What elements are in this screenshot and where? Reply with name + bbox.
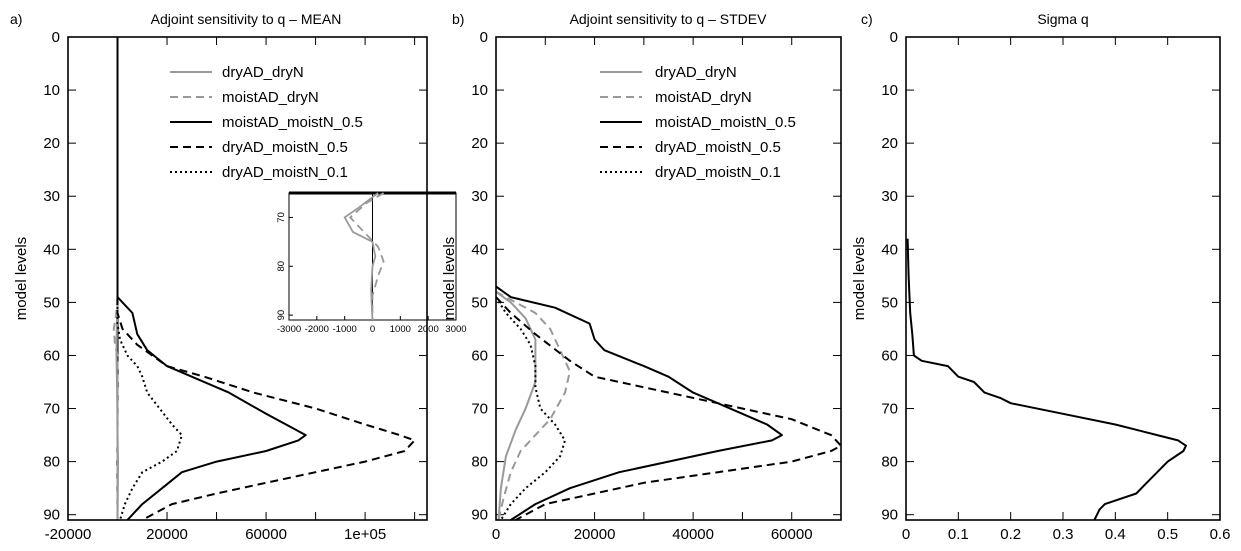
- legend-label: dryAD_dryN: [222, 64, 304, 81]
- inset-plot: -3000 -2000 -1000 0 1000 2000 3000 70 80 90: [276, 191, 467, 335]
- x-tick-label: 0: [902, 526, 910, 543]
- legend-label: dryAD_moistN_0.5: [222, 139, 348, 156]
- inset-x-tick-label: 3000: [445, 324, 466, 335]
- legend-label: dryAD_dryN: [655, 64, 737, 81]
- y-tick-label: 90: [881, 507, 898, 524]
- series-line-sigma-q: [906, 238, 1187, 521]
- series-line-moistAD_moistN_0.5: [495, 285, 783, 521]
- y-tick-label: 90: [471, 507, 488, 524]
- series-group: [906, 238, 1187, 521]
- inset-x-tick-label: -3000: [277, 324, 301, 335]
- x-tick-label: 20000: [146, 526, 188, 543]
- y-tick-label: 40: [43, 241, 60, 258]
- inset-x-tick-label: 0: [370, 324, 375, 335]
- y-tick-label: 50: [881, 294, 898, 311]
- chart-panel-b: b) Adjoint sensitivity to q – STDEV model …: [441, 11, 842, 543]
- inset-series-line-moistAD_dryN: [348, 192, 385, 320]
- x-tick-label: 0.2: [1000, 526, 1021, 543]
- x-tick-label: 60000: [771, 526, 813, 543]
- legend-label: dryAD_moistN_0.1: [222, 164, 348, 181]
- y-tick-label: 10: [43, 82, 60, 99]
- x-tick-label: 0.3: [1053, 526, 1074, 543]
- legend-label: moistAD_dryN: [655, 89, 752, 106]
- y-tick-label: 30: [881, 188, 898, 205]
- y-tick-label: 30: [43, 188, 60, 205]
- chart-title: Sigma q: [1037, 11, 1088, 27]
- inset-y-tick-label: 70: [276, 212, 287, 223]
- legend-label: moistAD_moistN_0.5: [655, 114, 796, 131]
- inset-y-tick-label: 80: [276, 261, 287, 272]
- series-line-moistAD_dryN: [495, 290, 571, 521]
- y-tick-label: 60: [471, 347, 488, 364]
- y-tick-label: 80: [881, 454, 898, 471]
- chart-panel-a: a) Adjoint sensitivity to q – MEAN model l…: [10, 11, 467, 543]
- series-line-dryAD_moistN_0.5: [495, 296, 842, 521]
- y-tick-label: 70: [881, 401, 898, 418]
- series-line-dryAD_dryN: [495, 290, 537, 521]
- x-tick-label: 60000: [245, 526, 287, 543]
- y-tick-label: 60: [881, 347, 898, 364]
- axes-frame: [67, 36, 428, 521]
- x-tick-label: 0.1: [948, 526, 969, 543]
- series-line-moistAD_moistN_0.5: [116, 37, 307, 521]
- x-tick-label: 0.5: [1157, 526, 1178, 543]
- panel-label: c): [861, 11, 873, 27]
- y-tick-label: 20: [881, 135, 898, 152]
- x-tick-label: 0.6: [1210, 526, 1231, 543]
- legend: dryAD_dryN moistAD_dryN moistAD_moistN_0.5…: [600, 64, 796, 181]
- x-tick-label: 1e+05: [344, 526, 386, 543]
- axes-frame: [905, 36, 1221, 521]
- series-line-dryAD_moistN_0.5: [116, 37, 416, 521]
- axes-frame: [495, 36, 842, 521]
- y-tick-label: 40: [471, 241, 488, 258]
- inset-x-tick-label: 2000: [418, 324, 439, 335]
- inset-x-tick-label: 1000: [390, 324, 411, 335]
- y-axis-label: model levels: [441, 237, 458, 320]
- chart-title: Adjoint sensitivity to q – MEAN: [151, 11, 342, 27]
- series-group: [495, 285, 842, 521]
- inset-x-tick-label: -1000: [333, 324, 357, 335]
- panel-label: a): [10, 11, 22, 27]
- y-tick-label: 0: [480, 29, 488, 46]
- y-tick-label: 60: [43, 347, 60, 364]
- legend-label: moistAD_moistN_0.5: [222, 114, 363, 131]
- y-tick-label: 30: [471, 188, 488, 205]
- x-tick-label: 0: [492, 526, 500, 543]
- y-tick-label: 0: [52, 29, 60, 46]
- y-tick-label: 20: [471, 135, 488, 152]
- series-group: [112, 37, 416, 521]
- inset-y-tick-label: 90: [276, 310, 287, 321]
- x-tick-label: 20000: [574, 526, 616, 543]
- legend-label: dryAD_moistN_0.5: [655, 139, 781, 156]
- series-line-dryAD_moistN_0.1: [116, 37, 183, 521]
- y-tick-label: 90: [43, 507, 60, 524]
- inset-series-line-dryAD_dryN: [343, 192, 379, 321]
- chart-panel-c: c) Sigma q model levels 0 10 20 30 40 50 60 70 80 90…: [851, 11, 1230, 543]
- y-tick-label: 50: [43, 294, 60, 311]
- y-tick-label: 40: [881, 241, 898, 258]
- y-tick-label: 0: [890, 29, 898, 46]
- y-tick-label: 70: [43, 401, 60, 418]
- inset-x-tick-label: -2000: [305, 324, 329, 335]
- y-axis-label: model levels: [851, 237, 868, 320]
- y-tick-label: 80: [43, 454, 60, 471]
- panel-label: b): [452, 11, 464, 27]
- x-tick-label: -20000: [45, 526, 92, 543]
- x-tick-label: 40000: [672, 526, 714, 543]
- y-tick-label: 50: [471, 294, 488, 311]
- y-tick-label: 10: [471, 82, 488, 99]
- legend: dryAD_dryN moistAD_dryN moistAD_moistN_0.5…: [170, 64, 363, 181]
- legend-label: dryAD_moistN_0.1: [655, 164, 781, 181]
- y-tick-label: 20: [43, 135, 60, 152]
- y-axis-label: model levels: [13, 237, 30, 320]
- legend-label: moistAD_dryN: [222, 89, 319, 106]
- chart-title: Adjoint sensitivity to q – STDEV: [570, 11, 768, 27]
- y-tick-label: 10: [881, 82, 898, 99]
- x-tick-label: 0.4: [1105, 526, 1126, 543]
- y-tick-label: 80: [471, 454, 488, 471]
- y-tick-label: 70: [471, 401, 488, 418]
